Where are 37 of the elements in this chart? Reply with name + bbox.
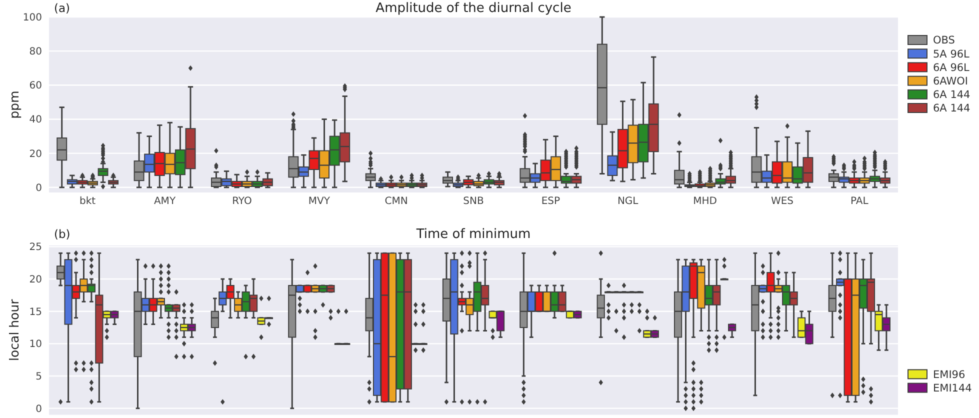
legend-label: EMI144: [933, 382, 972, 394]
legend-label: 6A 144: [933, 89, 971, 102]
legend-label: 6A 144: [933, 102, 971, 115]
y-axis-title: local hour: [6, 298, 22, 361]
x-tick-label: SNB: [463, 196, 484, 207]
y-tick-label: 10: [29, 339, 42, 350]
x-tick-label: MHD: [693, 196, 718, 207]
x-tick-label: CMN: [384, 196, 408, 207]
x-tick-label: MVY: [308, 196, 331, 207]
chart-title: Time of minimum: [415, 227, 531, 242]
y-tick-label: 25: [29, 242, 42, 254]
y-tick-label: 100: [22, 12, 42, 24]
y-tick-label: 60: [29, 80, 42, 92]
y-tick-label: 20: [29, 148, 42, 160]
text: (b): [54, 227, 70, 241]
x-tick-label: bkt: [80, 196, 96, 207]
text: (a): [54, 1, 70, 15]
y-tick-label: 80: [29, 46, 42, 58]
x-tick-label: AMY: [154, 196, 176, 207]
legend-label: OBS: [933, 34, 956, 47]
x-tick-label: ESP: [541, 196, 560, 207]
x-tick-label: RYO: [232, 196, 252, 207]
y-tick-label: 40: [29, 114, 42, 126]
y-tick-label: 15: [29, 306, 42, 318]
y-axis-title: ppm: [6, 90, 22, 119]
y-tick-label: 20: [29, 274, 42, 286]
legend-label: EMI96: [933, 368, 966, 381]
legend-label: 6AWOI: [933, 75, 968, 88]
legend-label: 5A 96L: [933, 48, 970, 60]
y-tick-label: 0: [36, 182, 42, 194]
y-tick-label: 5: [36, 372, 42, 383]
x-tick-label: PAL: [850, 196, 869, 207]
x-tick-label: NGL: [617, 196, 639, 207]
x-tick-label: WES: [770, 196, 794, 207]
legend-label: 6A 96L: [933, 62, 970, 74]
y-tick-label: 0: [36, 404, 42, 415]
chart-title: Amplitude of the diurnal cycle: [376, 1, 572, 16]
